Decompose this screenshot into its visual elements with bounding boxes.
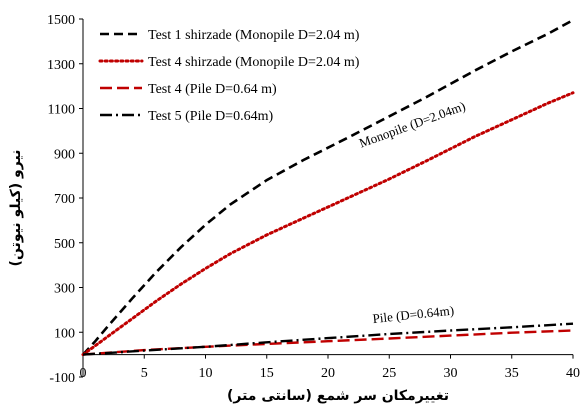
x-tick-label: 40 xyxy=(566,366,580,381)
y-tick-label: 100 xyxy=(54,326,75,341)
legend-label-1: Test 1 shirzade (Monopile D=2.04 m) xyxy=(148,28,360,43)
legend-label-3: Test 4 (Pile D=0.64 m) xyxy=(148,82,277,97)
x-tick-label: 35 xyxy=(505,366,519,381)
y-tick-label: 500 xyxy=(54,237,75,252)
x-tick-label: 30 xyxy=(444,366,458,381)
series-line-3 xyxy=(82,329,574,356)
y-axis-ticks: -100 100 300 500 700 900 1100 1300 1500 xyxy=(47,13,83,386)
legend-label-4: Test 5 (Pile D=0.64m) xyxy=(148,109,273,124)
annotation-label-2: Pile (D=0.64m) xyxy=(372,303,455,326)
axes xyxy=(82,19,573,377)
y-tick-label: 700 xyxy=(54,192,75,207)
legend-label-2: Test 4 shirzade (Monopile D=2.04 m) xyxy=(148,55,360,70)
x-axis-title: تغییرمکان سر شمع (سانتی متر) xyxy=(227,388,449,404)
y-tick-label: 1100 xyxy=(48,103,75,118)
y-axis-title: نیرو (کیلو نیوتن) xyxy=(8,150,24,267)
y-tick-label: 1300 xyxy=(47,58,75,73)
y-tick-label: 300 xyxy=(54,282,75,297)
x-tick-label: 10 xyxy=(199,366,213,381)
y-tick-label: -100 xyxy=(49,371,75,386)
series-line-1 xyxy=(82,18,574,356)
x-tick-label: 20 xyxy=(321,366,335,381)
x-tick-label: 0 xyxy=(80,366,87,381)
y-tick-label: 900 xyxy=(54,147,75,162)
y-tick-label: 1500 xyxy=(47,13,75,28)
x-tick-label: 25 xyxy=(382,366,396,381)
series-lines xyxy=(81,18,575,357)
x-tick-label: 15 xyxy=(260,366,274,381)
x-tick-label: 5 xyxy=(141,366,148,381)
x-axis-ticks: 0 5 10 15 20 25 30 35 40 xyxy=(80,354,580,381)
series-line-4 xyxy=(82,322,574,356)
annotation-label-1: Monopile (D=2.04m) xyxy=(357,98,467,150)
series-line-2 xyxy=(81,91,575,357)
annotations: Monopile (D=2.04m) Pile (D=0.64m) xyxy=(357,98,467,326)
legend: Test 1 shirzade (Monopile D=2.04 m) Test … xyxy=(98,28,360,124)
